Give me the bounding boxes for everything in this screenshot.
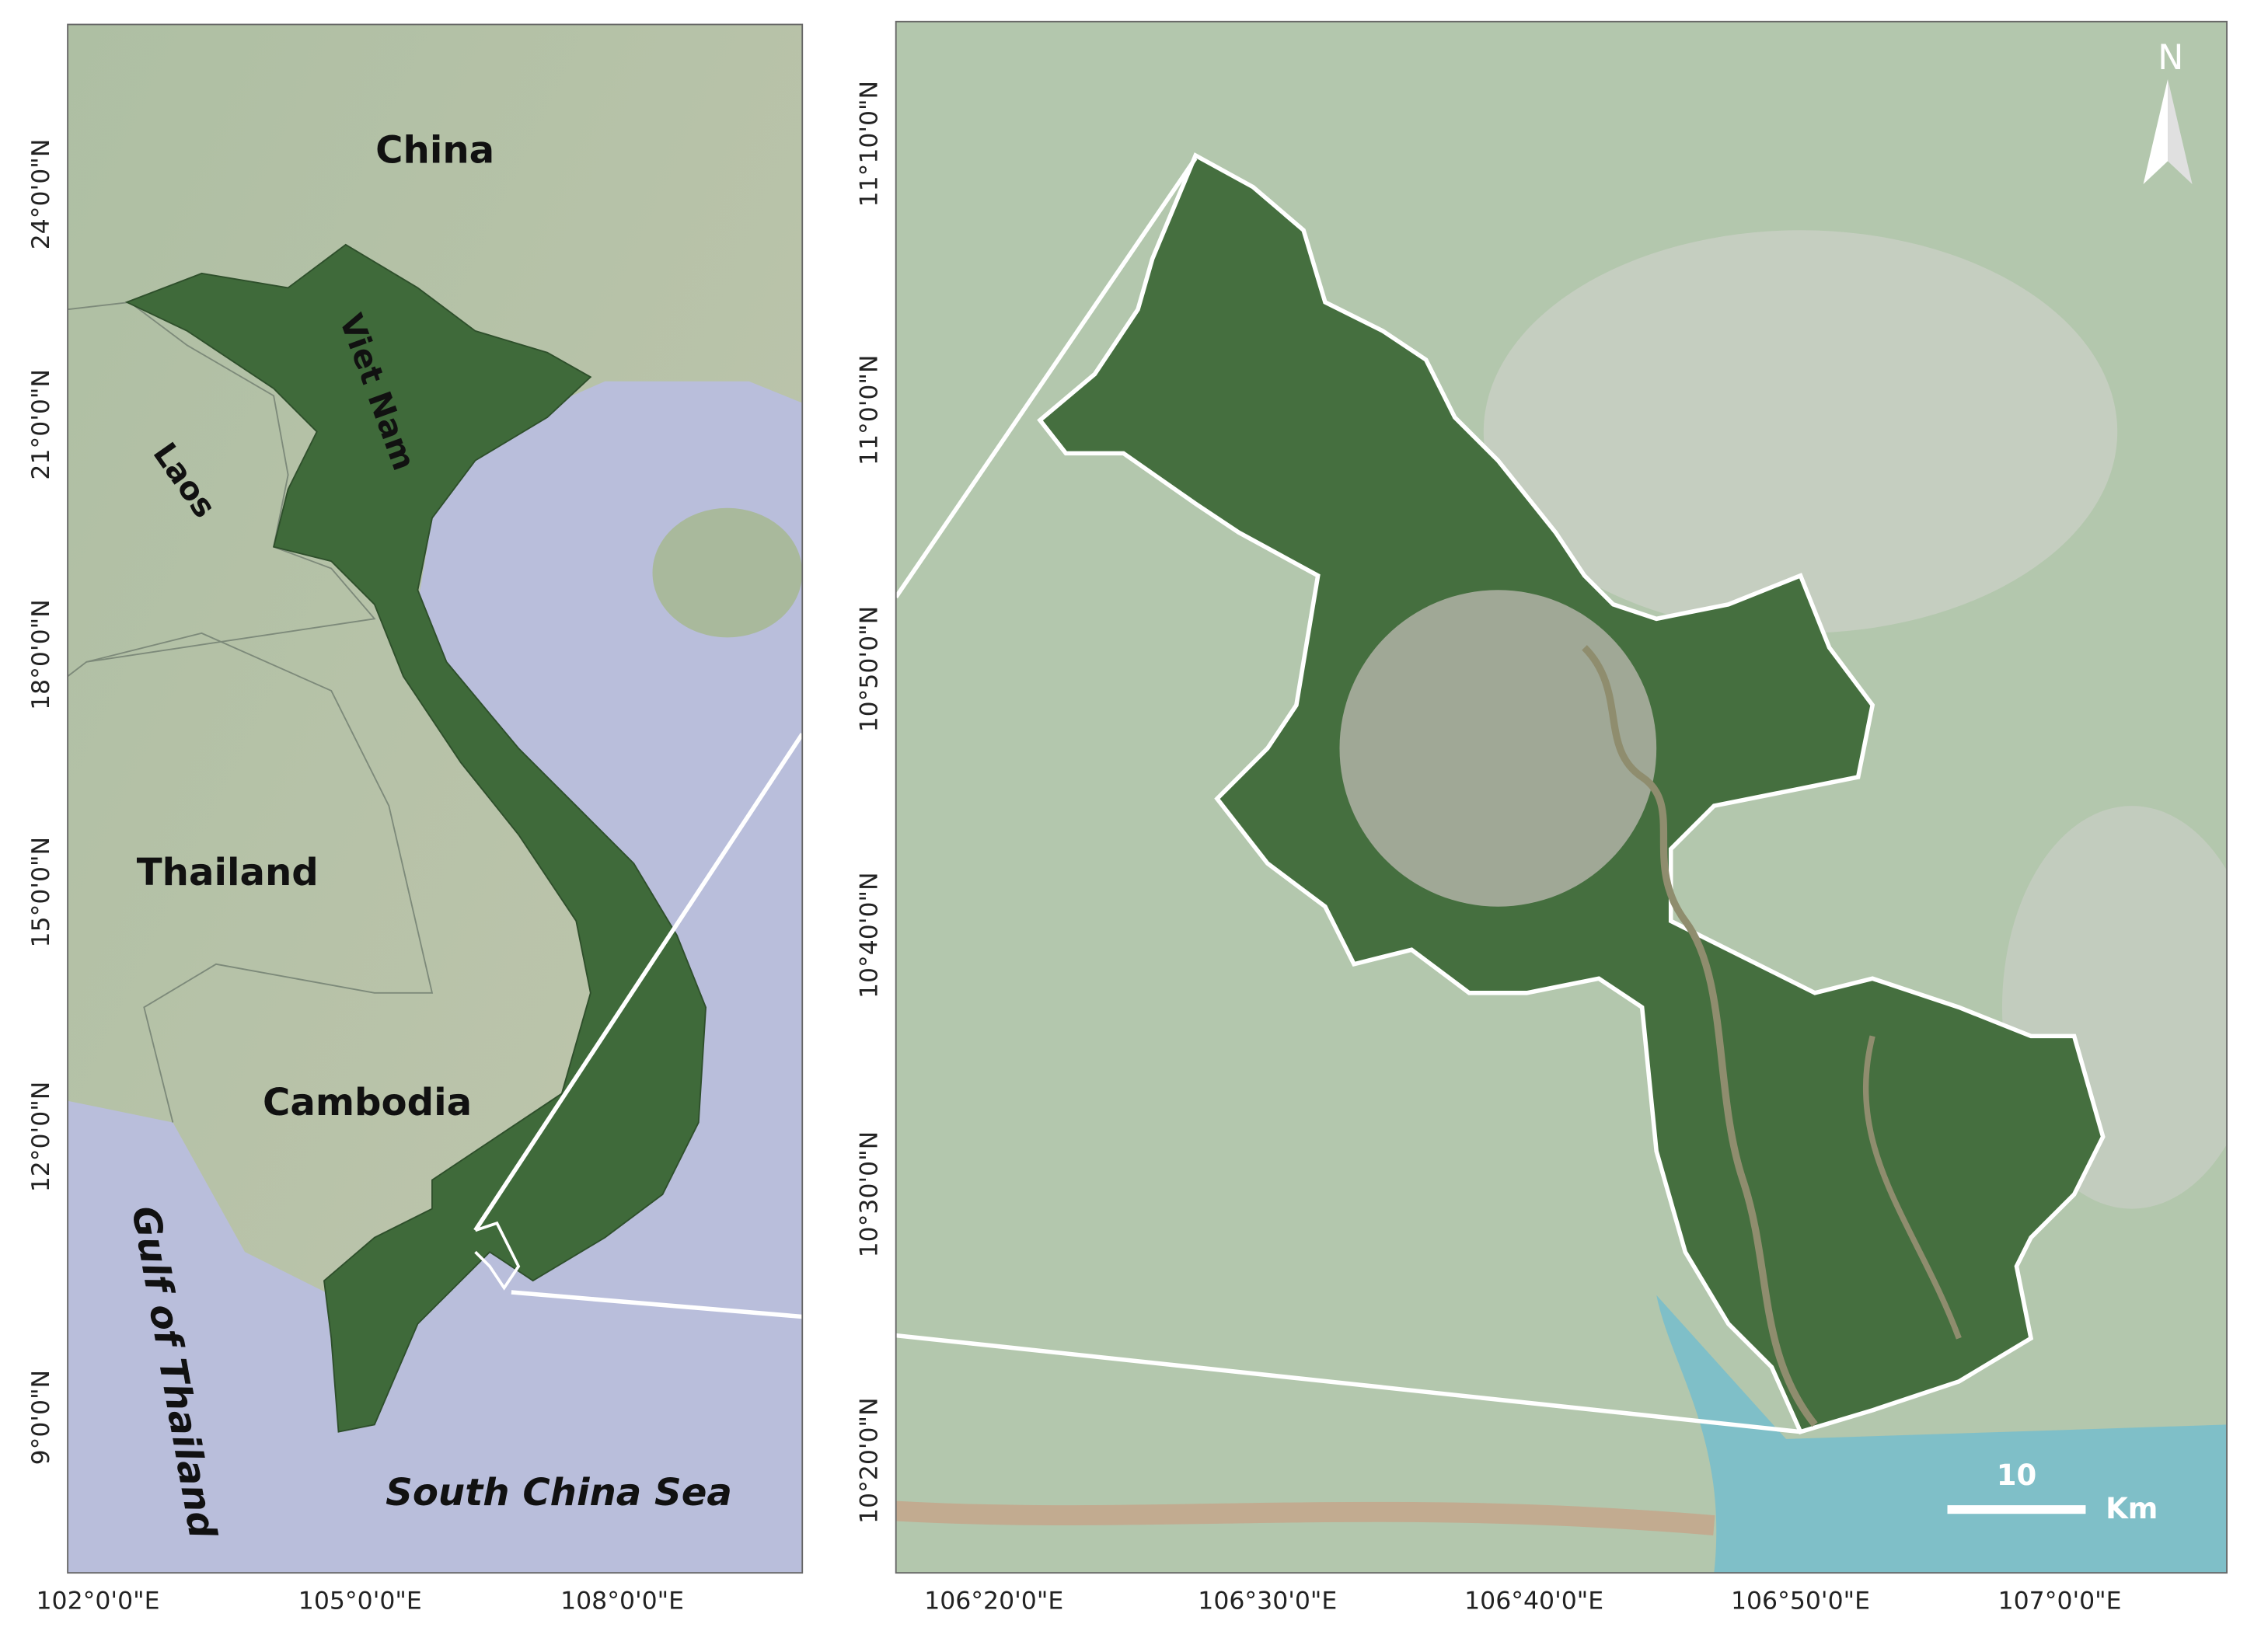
y-tick-label: 11°0'0"N bbox=[856, 355, 884, 466]
x-tick-label: 108°0'0"E bbox=[560, 1587, 684, 1615]
scale-bar bbox=[1947, 1505, 2086, 1514]
scale-unit: Km bbox=[2106, 1492, 2158, 1525]
x-tick-label: 102°0'0"E bbox=[37, 1587, 160, 1615]
left-map: China Viet Nam Laos Thailand Cambodia Gu… bbox=[68, 24, 803, 1574]
y-tick-label: 10°50'0"N bbox=[856, 606, 884, 733]
y-tick-label: 24°0'0"N bbox=[27, 139, 55, 250]
y-tick-label: 10°40'0"N bbox=[856, 872, 884, 999]
graticule-labels: 102°0'0"E 105°0'0"E 108°0'0"E 24°0'0"N 21°0'… bbox=[27, 81, 2122, 1615]
y-tick-label: 18°0'0"N bbox=[27, 599, 55, 710]
country-label: China bbox=[375, 128, 494, 172]
y-tick-label: 21°0'0"N bbox=[27, 369, 55, 480]
y-tick-label: 12°0'0"N bbox=[27, 1082, 55, 1193]
x-tick-label: 106°20'0"E bbox=[924, 1587, 1063, 1615]
x-tick-label: 106°30'0"E bbox=[1198, 1587, 1337, 1615]
x-tick-label: 106°50'0"E bbox=[1731, 1587, 1870, 1615]
scale-value: 10 bbox=[1997, 1459, 2037, 1492]
north-label: N bbox=[2158, 38, 2183, 78]
country-label: Thailand bbox=[137, 851, 319, 894]
x-tick-label: 106°40'0"E bbox=[1464, 1587, 1603, 1615]
right-map: N 10 Km bbox=[895, 21, 2228, 1574]
y-tick-label: 11°10'0"N bbox=[856, 81, 884, 207]
y-tick-label: 10°30'0"N bbox=[856, 1131, 884, 1258]
x-tick-label: 105°0'0"E bbox=[298, 1587, 422, 1615]
sea-label: South China Sea bbox=[386, 1471, 732, 1514]
y-tick-label: 9°0'0"N bbox=[27, 1370, 55, 1465]
country-label: Cambodia bbox=[263, 1081, 472, 1124]
y-tick-label: 15°0'0"N bbox=[27, 837, 55, 948]
y-tick-label: 10°20'0"N bbox=[856, 1397, 884, 1524]
x-tick-label: 107°0'0"E bbox=[1998, 1587, 2122, 1615]
